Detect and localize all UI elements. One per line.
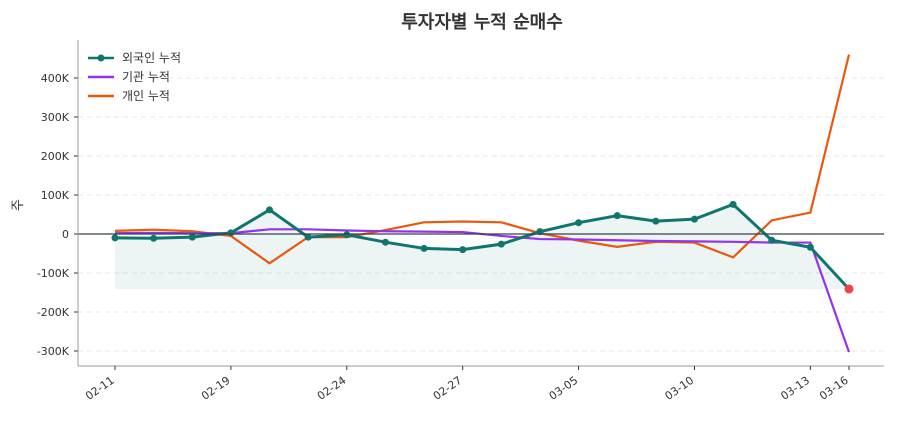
y-tick-label: 400K — [41, 72, 70, 85]
data-point — [343, 231, 351, 239]
y-axis-label: 주 — [11, 199, 26, 211]
y-tick-label: -300K — [37, 345, 70, 358]
data-point — [188, 233, 196, 241]
series-line-2 — [114, 54, 851, 265]
y-tick-label: -100K — [37, 267, 70, 280]
data-point — [111, 234, 119, 242]
data-point — [497, 240, 505, 248]
x-tick-label: 03-13 — [778, 374, 812, 403]
data-point — [420, 244, 428, 252]
data-point — [844, 284, 854, 294]
data-point — [613, 212, 621, 220]
data-point — [459, 246, 467, 254]
x-tick-label: 02-27 — [431, 374, 465, 403]
y-tick-label: 0 — [62, 228, 69, 241]
data-point — [768, 236, 776, 244]
data-point — [729, 200, 737, 208]
foreign-area-fill — [115, 204, 849, 289]
x-tick-label: 02-24 — [315, 374, 349, 403]
legend-label: 외국인 누적 — [122, 51, 181, 65]
y-tick-label: -200K — [37, 306, 70, 319]
x-tick-label: 03-10 — [663, 374, 697, 403]
y-tick-label: 200K — [41, 150, 70, 163]
legend-marker — [97, 54, 105, 62]
legend-label: 개인 누적 — [122, 89, 170, 103]
data-point — [266, 206, 274, 214]
data-point — [150, 234, 158, 242]
data-point — [575, 219, 583, 227]
data-point — [652, 217, 660, 225]
y-tick-label: 100K — [41, 189, 70, 202]
data-point — [304, 233, 312, 241]
data-point — [381, 238, 389, 246]
x-tick-label: 02-11 — [83, 374, 117, 403]
data-point — [806, 243, 814, 251]
legend-label: 기관 누적 — [122, 70, 170, 84]
x-tick-label: 03-16 — [817, 374, 851, 403]
y-tick-label: 300K — [41, 111, 70, 124]
chart-title: 투자자별 누적 순매수 — [401, 12, 563, 33]
data-point — [690, 215, 698, 223]
x-tick-label: 03-05 — [547, 374, 581, 403]
series-line-0 — [114, 202, 851, 291]
data-point — [227, 229, 235, 237]
x-tick-label: 02-19 — [199, 374, 233, 403]
